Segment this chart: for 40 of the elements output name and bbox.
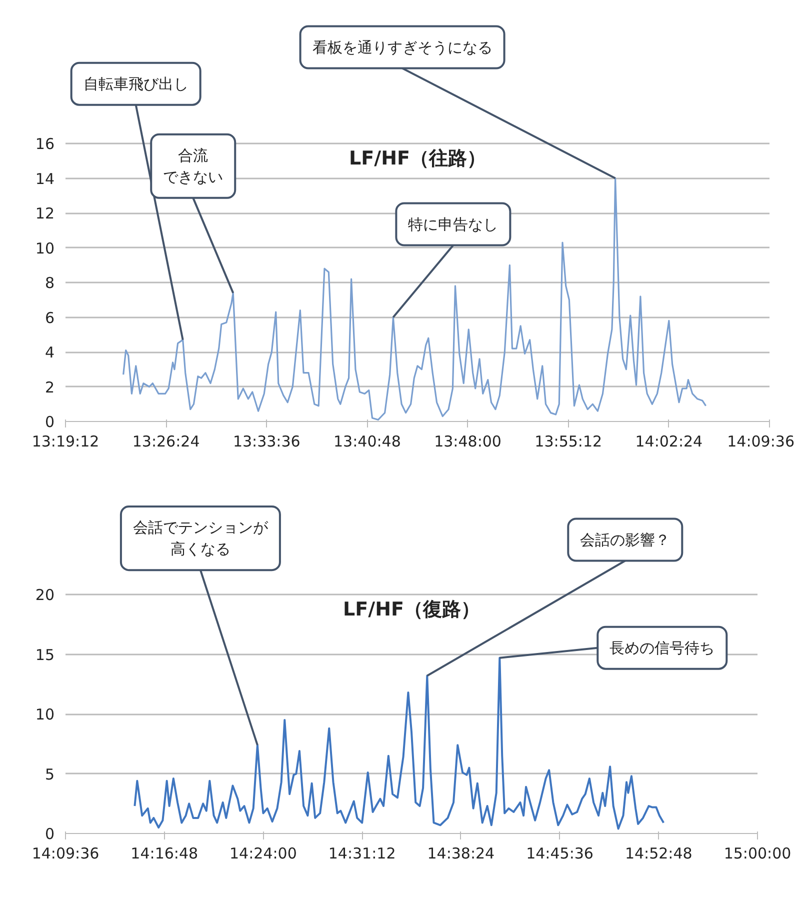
y-tick-label: 5 — [44, 765, 55, 784]
x-tick-label: 13:33:36 — [232, 432, 300, 450]
y-tick-label: 10 — [35, 239, 55, 258]
annotation: 合流できない — [163, 146, 224, 186]
y-tick-label: 0 — [44, 413, 55, 431]
x-tick-label: 13:40:48 — [334, 432, 401, 450]
x-tick-label: 14:31:12 — [328, 844, 396, 862]
y-tick-label: 12 — [35, 204, 55, 222]
x-tick-label: 14:16:48 — [130, 844, 198, 862]
y-tick-label: 16 — [35, 135, 55, 153]
annotation: 特に申告なし — [408, 215, 498, 234]
x-tick-label: 14:02:24 — [635, 432, 703, 450]
y-tick-label: 20 — [35, 586, 55, 604]
annotation: 会話の影響？ — [580, 530, 670, 549]
x-tick-label: 14:09:36 — [727, 432, 795, 450]
x-tick-label: 14:24:00 — [230, 844, 297, 862]
chart-title: LF/HF（復路） — [343, 598, 480, 620]
y-tick-label: 8 — [44, 274, 55, 292]
y-tick-label: 10 — [35, 706, 55, 724]
x-tick-label: 14:09:36 — [32, 844, 100, 862]
annotation: 会話でテンションが高くなる — [132, 518, 269, 558]
line-series — [134, 656, 665, 830]
y-tick-label: 0 — [44, 825, 55, 843]
y-tick-label: 6 — [44, 308, 55, 327]
y-tick-label: 4 — [44, 344, 55, 362]
y-tick-label: 2 — [44, 378, 55, 396]
x-tick-label: 14:52:48 — [624, 844, 692, 862]
x-tick-label: 13:55:12 — [534, 432, 602, 450]
x-tick-label: 13:48:00 — [434, 432, 502, 450]
x-tick-label: 14:38:24 — [427, 844, 495, 862]
x-tick-label: 14:45:36 — [526, 844, 594, 862]
annotation: 看板を通りすぎそうになる — [312, 38, 492, 56]
chart-title: LF/HF（往路） — [349, 148, 486, 170]
y-tick-label: 14 — [35, 170, 55, 188]
x-tick-label: 15:00:00 — [724, 844, 792, 862]
annotation: 長めの信号待ち — [610, 638, 715, 657]
y-tick-label: 15 — [35, 646, 55, 664]
x-tick-label: 13:19:12 — [32, 432, 100, 450]
x-tick-label: 13:26:24 — [132, 432, 200, 450]
annotation: 自転車飛び出し — [83, 74, 188, 93]
